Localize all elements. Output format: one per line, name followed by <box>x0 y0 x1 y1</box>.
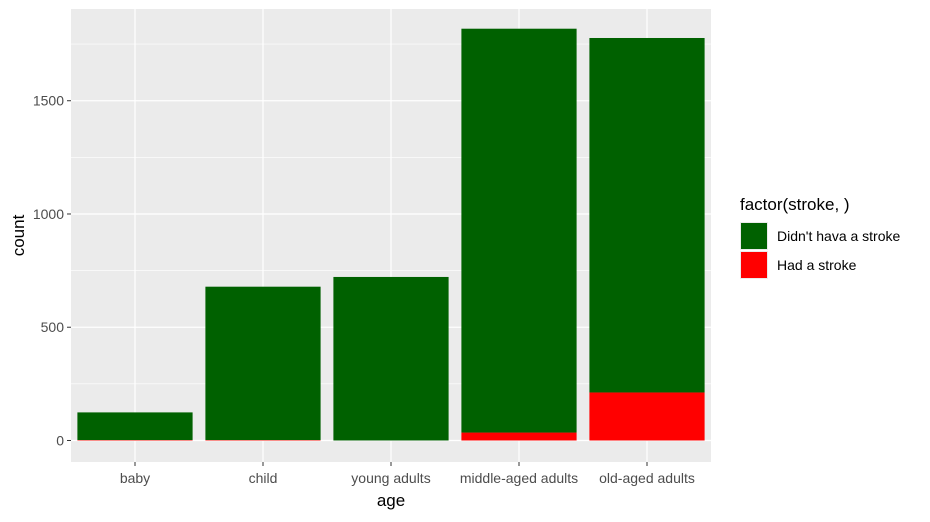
x-tick-label: old-aged adults <box>599 470 695 486</box>
legend-title: factor(stroke, ) <box>740 195 850 214</box>
legend-swatch <box>741 252 767 278</box>
bar-no-stroke-child <box>205 287 320 440</box>
x-tick-label: child <box>249 470 278 486</box>
x-tick-label: baby <box>120 470 150 486</box>
bar-no-stroke-old-aged-adults <box>589 38 704 392</box>
y-tick-label: 1000 <box>33 206 64 222</box>
legend-label: Had a stroke <box>777 257 857 273</box>
legend: factor(stroke, ) Didn't hava a stroke Had… <box>740 195 901 279</box>
y-axis-title: count <box>9 214 28 256</box>
x-tick-label: young adults <box>351 470 430 486</box>
legend-items: Didn't hava a stroke Had a stroke <box>740 222 901 279</box>
x-axis: baby child young adults middle-aged adults o… <box>120 462 695 486</box>
y-tick-label: 0 <box>56 432 64 448</box>
bar-no-stroke-young-adults <box>333 277 448 441</box>
bar-had-stroke-old-aged-adults <box>589 392 704 440</box>
y-axis: 0 500 1000 1500 <box>33 93 71 449</box>
y-tick-label: 500 <box>41 319 65 335</box>
x-tick-label: middle-aged adults <box>460 470 578 486</box>
y-tick-label: 1500 <box>33 93 64 109</box>
bar-no-stroke-baby <box>77 412 192 440</box>
x-axis-title: age <box>377 491 405 510</box>
legend-label: Didn't hava a stroke <box>777 228 901 244</box>
legend-swatch <box>741 223 767 249</box>
bar-had-stroke-middle-aged-adults <box>461 433 576 441</box>
bar-no-stroke-middle-aged-adults <box>461 29 576 433</box>
